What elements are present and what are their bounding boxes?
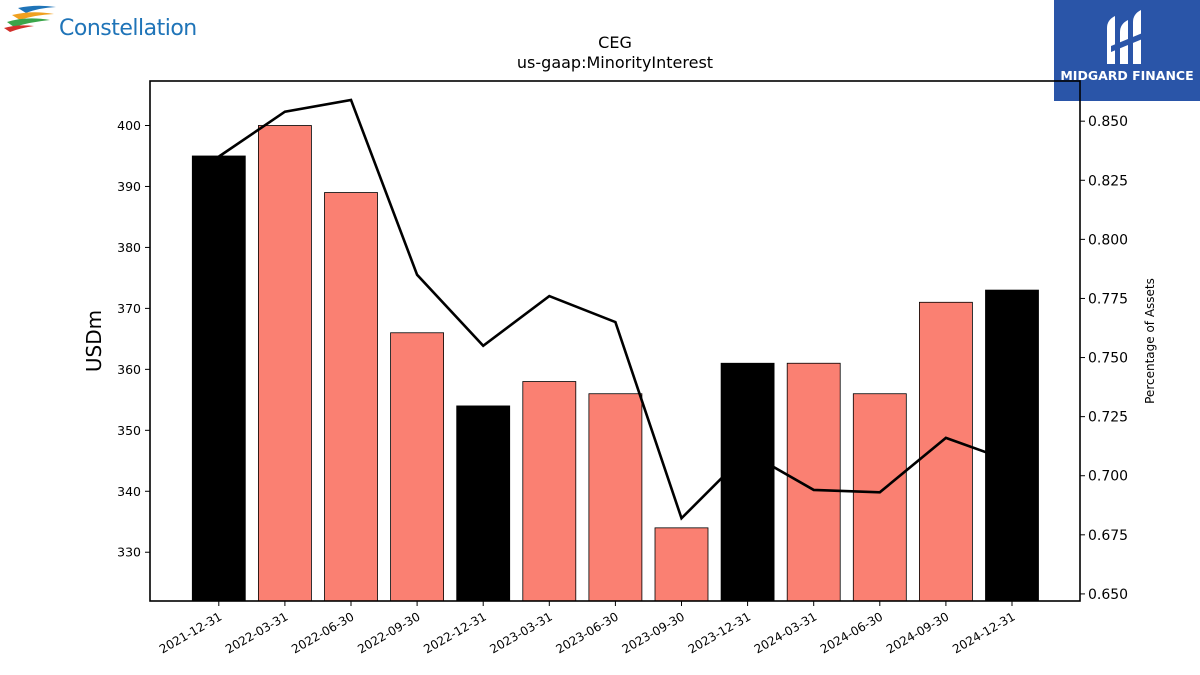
- y2-tick-label: 0.675: [1088, 528, 1128, 544]
- x-tick-label: 2022-12-31: [421, 609, 488, 656]
- chart-title: CEG: [598, 33, 632, 52]
- x-tick-label: 2022-06-30: [289, 609, 356, 656]
- x-tick-label: 2024-03-31: [752, 609, 819, 656]
- x-tick-label: 2023-06-30: [553, 609, 620, 656]
- bar-2023-12-31: [720, 362, 775, 602]
- y2-tick-label: 0.825: [1088, 173, 1128, 189]
- y-tick-label: 350: [117, 423, 141, 438]
- y-tick-label: 400: [117, 118, 141, 133]
- y2-axis-label: Percentage of Assets: [1143, 278, 1157, 404]
- bar-2024-03-31: [786, 362, 841, 602]
- x-axis: 2021-12-312022-03-312022-06-302022-09-30…: [157, 601, 1018, 656]
- bar-2023-03-31: [522, 381, 577, 602]
- y2-tick-label: 0.775: [1088, 291, 1128, 307]
- y-tick-label: 370: [117, 301, 141, 316]
- midgard-finance-logo: MIDGARD FINANCE: [1054, 0, 1200, 101]
- midgard-logo-text: MIDGARD FINANCE: [1060, 68, 1194, 83]
- constellation-logo: Constellation: [4, 4, 214, 46]
- x-tick-label: 2024-12-31: [950, 609, 1017, 656]
- y-tick-label: 360: [117, 362, 141, 377]
- y2-axis: 0.650 0.675 0.700 0.725 0.750 0.775 0.800 0.825…: [1080, 114, 1128, 603]
- bars-layer: [191, 125, 1039, 602]
- y-tick-label: 340: [117, 484, 141, 499]
- bar-2024-06-30: [852, 393, 907, 602]
- x-tick-label: 2024-09-30: [884, 609, 951, 656]
- x-tick-label: 2023-12-31: [686, 609, 753, 656]
- bar-2024-12-31: [985, 289, 1039, 602]
- y-axis-label: USDm: [82, 310, 106, 372]
- bar-2022-03-31: [257, 125, 312, 602]
- y-tick-label: 380: [117, 240, 141, 255]
- x-tick-label: 2022-03-31: [223, 609, 290, 656]
- y2-tick-label: 0.850: [1088, 114, 1128, 130]
- percentage-of-assets-line: [218, 98, 1013, 521]
- constellation-logo-text: Constellation: [59, 16, 197, 41]
- bar-2022-09-30: [390, 332, 445, 602]
- line-layer: [218, 98, 1013, 521]
- y2-tick-label: 0.750: [1088, 351, 1128, 367]
- midgard-mark-icon: [1107, 10, 1145, 64]
- x-tick-label: 2023-03-31: [487, 609, 554, 656]
- y-tick-label: 390: [117, 179, 141, 194]
- constellation-swoosh-icon: [4, 5, 56, 32]
- y-tick-label: 330: [117, 545, 141, 560]
- x-tick-label: 2022-09-30: [355, 609, 422, 656]
- y2-tick-label: 0.800: [1088, 232, 1128, 248]
- bar-2023-09-30: [654, 527, 709, 602]
- chart-subtitle: us-gaap:MinorityInterest: [517, 53, 713, 72]
- y2-tick-label: 0.700: [1088, 469, 1128, 485]
- y2-tick-label: 0.725: [1088, 410, 1128, 426]
- bar-2023-06-30: [588, 393, 643, 602]
- bar-2022-06-30: [324, 192, 378, 602]
- y2-tick-label: 0.650: [1088, 587, 1128, 603]
- bar-2022-12-31: [456, 405, 511, 602]
- x-tick-label: 2024-06-30: [818, 609, 885, 656]
- bar-2021-12-31: [191, 155, 246, 602]
- x-tick-label: 2021-12-31: [157, 609, 224, 656]
- x-tick-label: 2023-09-30: [620, 609, 687, 656]
- y-axis: 330 340 350 360 370 380 390 400: [117, 118, 150, 560]
